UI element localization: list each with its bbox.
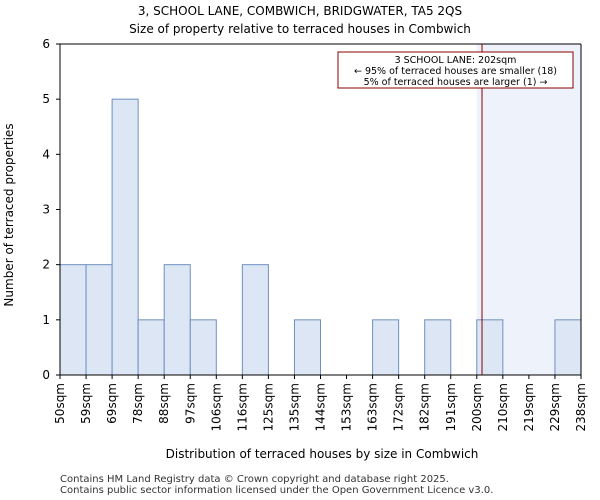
bar-229sqm <box>554 319 582 376</box>
x-tick-label-135sqm: 135sqm <box>287 383 301 431</box>
bar-59sqm <box>85 264 113 376</box>
y-tick-label-3: 3 <box>42 203 50 217</box>
x-tick-label-163sqm: 163sqm <box>366 383 380 431</box>
chart-subtitle: Size of property relative to terraced ho… <box>129 22 471 36</box>
bar-135sqm <box>293 319 322 376</box>
y-tick-label-1: 1 <box>42 313 50 327</box>
x-axis-label: Distribution of terraced houses by size … <box>166 447 479 461</box>
bar-116sqm <box>241 264 269 376</box>
bar-163sqm <box>372 319 400 376</box>
x-tick-label-59sqm: 59sqm <box>79 383 93 424</box>
x-tick-label-78sqm: 78sqm <box>131 383 145 424</box>
x-tick-label-125sqm: 125sqm <box>261 383 275 431</box>
footer-copyright: Contains HM Land Registry data © Crown c… <box>60 474 449 485</box>
x-tick-label-219sqm: 219sqm <box>522 383 536 431</box>
x-tick-label-106sqm: 106sqm <box>209 383 223 431</box>
x-tick-label-210sqm: 210sqm <box>496 383 510 431</box>
annotation-line-3: 5% of terraced houses are larger (1) → <box>364 77 548 88</box>
x-tick-label-191sqm: 191sqm <box>444 383 458 431</box>
x-tick-label-238sqm: 238sqm <box>574 383 588 431</box>
x-tick-label-182sqm: 182sqm <box>418 383 432 431</box>
footer-licence: Contains public sector information licen… <box>60 485 494 496</box>
x-tick-label-153sqm: 153sqm <box>340 383 354 431</box>
y-tick-label-2: 2 <box>42 258 50 272</box>
y-tick-label-5: 5 <box>42 92 50 106</box>
x-tick-label-88sqm: 88sqm <box>157 383 171 424</box>
bar-200sqm <box>476 319 504 376</box>
bar-78sqm <box>137 319 165 376</box>
x-tick-label-97sqm: 97sqm <box>183 383 197 424</box>
x-tick-label-172sqm: 172sqm <box>392 383 406 431</box>
x-tick-label-116sqm: 116sqm <box>235 383 249 431</box>
bar-182sqm <box>424 319 452 376</box>
bar-97sqm <box>189 319 217 376</box>
x-tick-label-200sqm: 200sqm <box>470 383 484 431</box>
x-tick-label-50sqm: 50sqm <box>53 383 67 424</box>
bar-50sqm <box>59 264 87 376</box>
y-axis-label: Number of terraced properties <box>2 123 16 306</box>
y-tick-label-0: 0 <box>42 368 50 382</box>
y-tick-label-6: 6 <box>42 37 50 51</box>
annotation-box <box>337 51 574 89</box>
annotation-line-2: ← 95% of terraced houses are smaller (18… <box>354 66 557 77</box>
x-tick-label-69sqm: 69sqm <box>105 383 119 424</box>
bar-88sqm <box>163 264 191 376</box>
bar-69sqm <box>111 98 139 376</box>
chart-title: 3, SCHOOL LANE, COMBWICH, BRIDGWATER, TA… <box>137 4 463 18</box>
x-tick-label-229sqm: 229sqm <box>548 383 562 431</box>
x-tick-label-144sqm: 144sqm <box>314 383 328 431</box>
annotation-line-1: 3 SCHOOL LANE: 202sqm <box>395 55 517 66</box>
y-tick-label-4: 4 <box>42 147 50 161</box>
